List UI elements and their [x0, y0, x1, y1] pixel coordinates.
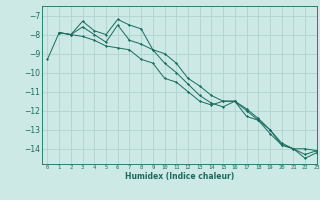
X-axis label: Humidex (Indice chaleur): Humidex (Indice chaleur)	[124, 172, 234, 181]
